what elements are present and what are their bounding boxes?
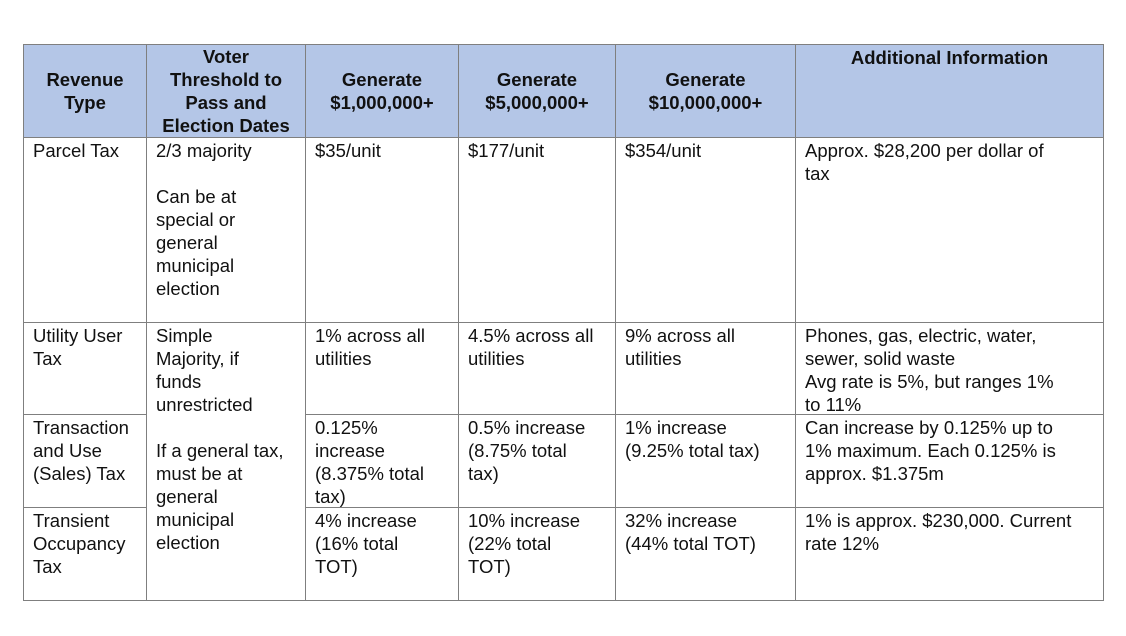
cell-generate-10m: 32% increase (44% total TOT) (615, 507, 796, 601)
cell-revenue-type: Transaction and Use (Sales) Tax (23, 414, 147, 508)
cell-additional-info: Phones, gas, electric, water, sewer, sol… (795, 322, 1104, 415)
cell-additional-info: Approx. $28,200 per dollar of tax (795, 137, 1104, 323)
cell-generate-1m: 1% across all utilities (305, 322, 459, 415)
header-generate-10m: Generate $10,000,000+ (615, 44, 796, 138)
cell-generate-5m: 4.5% across all utilities (458, 322, 616, 415)
cell-generate-1m: 0.125% increase (8.375% total tax) (305, 414, 459, 508)
header-generate-5m: Generate $5,000,000+ (458, 44, 616, 138)
cell-revenue-type: Parcel Tax (23, 137, 147, 323)
cell-generate-5m: $177/unit (458, 137, 616, 323)
cell-generate-5m: 10% increase (22% total TOT) (458, 507, 616, 601)
header-additional-info: Additional Information (795, 44, 1104, 138)
cell-generate-5m: 0.5% increase (8.75% total tax) (458, 414, 616, 508)
cell-threshold-merged: Simple Majority, if funds unrestricted I… (146, 322, 306, 601)
cell-revenue-type: Transient Occupancy Tax (23, 507, 147, 601)
cell-generate-10m: 9% across all utilities (615, 322, 796, 415)
cell-threshold: 2/3 majority Can be at special or genera… (146, 137, 306, 323)
cell-generate-1m: $35/unit (305, 137, 459, 323)
cell-generate-10m: 1% increase (9.25% total tax) (615, 414, 796, 508)
header-voter-threshold: Voter Threshold to Pass and Election Dat… (146, 44, 306, 138)
cell-revenue-type: Utility User Tax (23, 322, 147, 415)
header-generate-1m: Generate $1,000,000+ (305, 44, 459, 138)
cell-additional-info: 1% is approx. $230,000. Current rate 12% (795, 507, 1104, 601)
header-revenue-type: Revenue Type (23, 44, 147, 138)
cell-additional-info: Can increase by 0.125% up to 1% maximum.… (795, 414, 1104, 508)
cell-generate-10m: $354/unit (615, 137, 796, 323)
cell-generate-1m: 4% increase (16% total TOT) (305, 507, 459, 601)
